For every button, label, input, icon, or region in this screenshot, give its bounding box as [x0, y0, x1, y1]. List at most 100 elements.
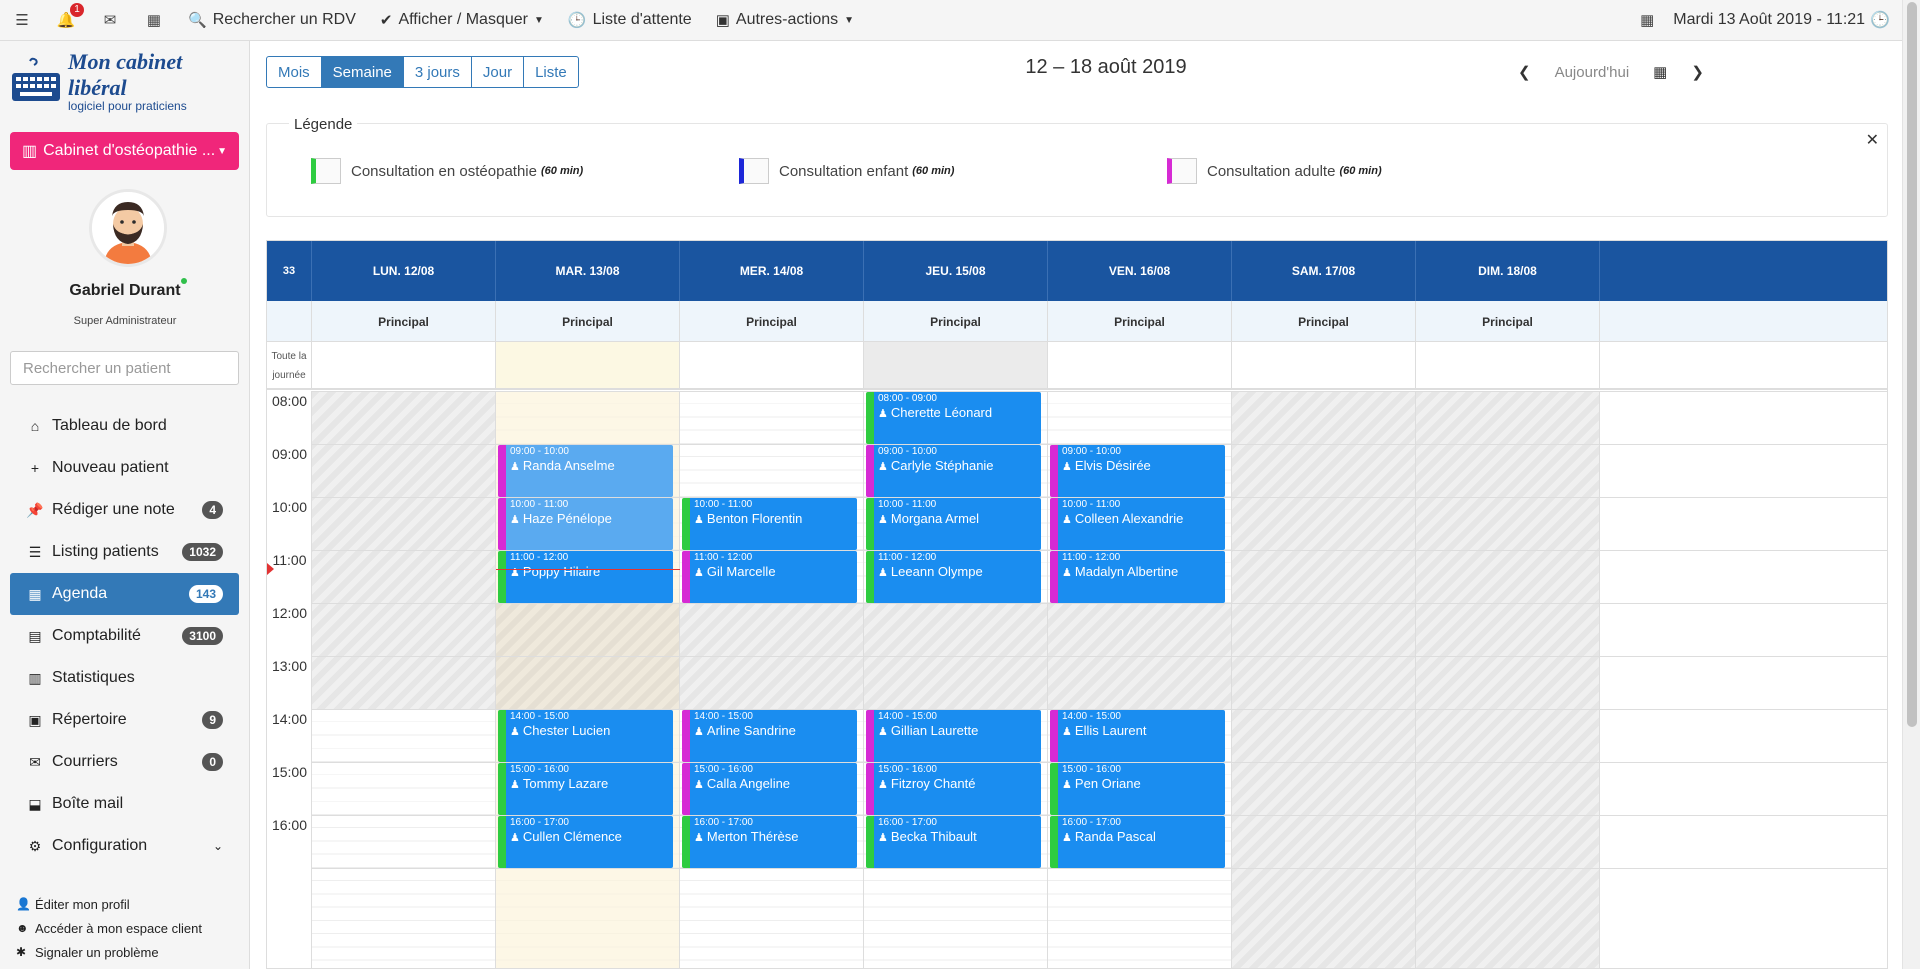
- page-scrollbar[interactable]: [1902, 0, 1920, 969]
- appointment-event[interactable]: 16:00 - 17:00 ♟ Becka Thibault: [866, 816, 1041, 868]
- appointment-event[interactable]: 09:00 - 10:00 ♟ Carlyle Stéphanie: [866, 445, 1041, 497]
- sidebar-item-configuration[interactable]: ⚙ Configuration ⌄: [10, 825, 239, 867]
- person-icon: ♟: [510, 726, 523, 738]
- view-button-semaine[interactable]: Semaine: [320, 56, 404, 88]
- appointment-event[interactable]: 14:00 - 15:00 ♟ Ellis Laurent: [1050, 710, 1225, 762]
- sidebar-item-bo-te-mail[interactable]: ⬓ Boîte mail: [10, 783, 239, 825]
- appointment-event[interactable]: 15:00 - 16:00 ♟ Pen Oriane: [1050, 763, 1225, 815]
- view-button-liste[interactable]: Liste: [523, 56, 579, 88]
- menu-toggle-button[interactable]: ☰: [0, 0, 44, 41]
- waitlist-button[interactable]: 🕒 Liste d'attente: [556, 0, 704, 41]
- today-button[interactable]: Aujourd'hui: [1554, 63, 1630, 81]
- day-header[interactable]: LUN. 12/08: [312, 241, 496, 301]
- envelope-icon: ✉: [29, 753, 41, 770]
- appointment-event[interactable]: 15:00 - 16:00 ♟ Tommy Lazare: [498, 763, 673, 815]
- view-button-jour[interactable]: Jour: [470, 56, 525, 88]
- appointment-event[interactable]: 11:00 - 12:00 ♟ Leeann Olympe: [866, 551, 1041, 603]
- appointment-event[interactable]: 09:00 - 10:00 ♟ Elvis Désirée: [1050, 445, 1225, 497]
- notifications-button[interactable]: 🔔 1: [44, 0, 88, 41]
- other-actions-label: Autres-actions: [735, 11, 839, 28]
- sidebar-item-nouveau-patient[interactable]: + Nouveau patient: [10, 447, 239, 489]
- all-day-cell[interactable]: [1232, 342, 1416, 388]
- messages-button[interactable]: ✉: [88, 0, 132, 41]
- all-day-cell[interactable]: [1416, 342, 1600, 388]
- appointment-event[interactable]: 11:00 - 12:00 ♟ Madalyn Albertine: [1050, 551, 1225, 603]
- event-time: 15:00 - 16:00: [510, 764, 569, 775]
- appointment-event[interactable]: 10:00 - 11:00 ♟ Haze Pénélope: [498, 498, 673, 550]
- appointment-event[interactable]: 14:00 - 15:00 ♟ Gillian Laurette: [866, 710, 1041, 762]
- sidebar-item-listing-patients[interactable]: ☰ Listing patients 1032: [10, 531, 239, 573]
- appointment-event[interactable]: 10:00 - 11:00 ♟ Morgana Armel: [866, 498, 1041, 550]
- keyboard-logo-icon: [10, 57, 62, 105]
- time-grid: 08:00 09:00 10:00 11:00 12:00 13:00 14:00 15:00…: [267, 391, 1887, 968]
- day-header[interactable]: MAR. 13/08: [496, 241, 680, 301]
- day-column[interactable]: [1416, 391, 1600, 968]
- event-time: 09:00 - 10:00: [878, 446, 937, 457]
- appointment-event[interactable]: 10:00 - 11:00 ♟ Benton Florentin: [682, 498, 857, 550]
- event-time: 11:00 - 12:00: [510, 552, 569, 563]
- day-header[interactable]: DIM. 18/08: [1416, 241, 1600, 301]
- logo[interactable]: Mon cabinet libéral logiciel pour pratic…: [10, 49, 240, 113]
- sidebar-item-r-diger-une-note[interactable]: 📌 Rédiger une note 4: [10, 489, 239, 531]
- day-header[interactable]: SAM. 17/08: [1232, 241, 1416, 301]
- all-day-cell[interactable]: [864, 342, 1048, 388]
- date-picker-button[interactable]: ▦: [1653, 64, 1668, 81]
- count-badge: 4: [202, 501, 223, 519]
- event-patient-name: ♟ Cherette Léonard: [878, 405, 1041, 422]
- sidebar-item-tableau-de-bord[interactable]: ⌂ Tableau de bord: [10, 405, 239, 447]
- calculator-icon: ▤: [28, 627, 42, 644]
- appointment-event[interactable]: 14:00 - 15:00 ♟ Arline Sandrine: [682, 710, 857, 762]
- appointment-event[interactable]: 09:00 - 10:00 ♟ Randa Anselme: [498, 445, 673, 497]
- avatar[interactable]: [89, 189, 167, 267]
- appointment-event[interactable]: 15:00 - 16:00 ♟ Fitzroy Chanté: [866, 763, 1041, 815]
- appointment-event[interactable]: 10:00 - 11:00 ♟ Colleen Alexandrie: [1050, 498, 1225, 550]
- day-column[interactable]: [680, 391, 864, 968]
- next-week-button[interactable]: ❯: [1691, 64, 1704, 81]
- event-time: 14:00 - 15:00: [694, 711, 753, 722]
- all-day-cell[interactable]: [680, 342, 864, 388]
- day-column[interactable]: [312, 391, 496, 968]
- day-header[interactable]: VEN. 16/08: [1048, 241, 1232, 301]
- event-patient-name: ♟ Morgana Armel: [878, 511, 1041, 528]
- footer-link[interactable]: 👤 Éditer mon profil: [16, 892, 246, 916]
- sidebar-item-comptabilit-[interactable]: ▤ Comptabilité 3100: [10, 615, 239, 657]
- prev-week-button[interactable]: ❮: [1518, 64, 1531, 81]
- appointment-event[interactable]: 14:00 - 15:00 ♟ Chester Lucien: [498, 710, 673, 762]
- user-name[interactable]: Gabriel Durant: [69, 282, 181, 299]
- person-icon: ♟: [510, 461, 523, 473]
- view-button-3-jours[interactable]: 3 jours: [402, 56, 472, 88]
- scrollbar-thumb[interactable]: [1907, 2, 1917, 727]
- appointment-event[interactable]: 16:00 - 17:00 ♟ Merton Thérèse: [682, 816, 857, 868]
- footer-link-label: Signaler un problème: [35, 944, 159, 960]
- calendar-shortcut-button[interactable]: ▦: [132, 0, 176, 41]
- appointment-event[interactable]: 08:00 - 09:00 ♟ Cherette Léonard: [866, 392, 1041, 444]
- day-header[interactable]: JEU. 15/08: [864, 241, 1048, 301]
- patient-name: Merton Thérèse: [706, 829, 799, 844]
- appointment-event[interactable]: 15:00 - 16:00 ♟ Calla Angeline: [682, 763, 857, 815]
- sidebar-item-agenda[interactable]: ▦ Agenda 143: [10, 573, 239, 615]
- cabinet-selector-button[interactable]: ▥ Cabinet d'ostéopathie ... ▼: [10, 132, 239, 170]
- footer-link[interactable]: ✱ Signaler un problème: [16, 940, 246, 964]
- all-day-cell[interactable]: [312, 342, 496, 388]
- show-hide-dropdown[interactable]: ✔ Afficher / Masquer ▼: [368, 0, 556, 41]
- sidebar-item-r-pertoire[interactable]: ▣ Répertoire 9: [10, 699, 239, 741]
- all-day-cell[interactable]: [496, 342, 680, 388]
- view-button-mois[interactable]: Mois: [266, 56, 322, 88]
- appointment-event[interactable]: 11:00 - 12:00 ♟ Gil Marcelle: [682, 551, 857, 603]
- legend-close-icon[interactable]: ✕: [1865, 132, 1879, 149]
- search-rdv-button[interactable]: 🔍 Rechercher un RDV: [176, 0, 368, 41]
- all-day-cell[interactable]: [1048, 342, 1232, 388]
- day-column[interactable]: [1232, 391, 1416, 968]
- appointment-event[interactable]: 16:00 - 17:00 ♟ Cullen Clémence: [498, 816, 673, 868]
- patient-name: Gil Marcelle: [706, 564, 776, 579]
- day-header[interactable]: MER. 14/08: [680, 241, 864, 301]
- appointment-event[interactable]: 11:00 - 12:00 ♟ Poppy Hilaire: [498, 551, 673, 603]
- sidebar-item-statistiques[interactable]: ▥ Statistiques: [10, 657, 239, 699]
- sidebar-item-courriers[interactable]: ✉ Courriers 0: [10, 741, 239, 783]
- current-date-icon-button[interactable]: ▦: [1625, 0, 1669, 41]
- all-day-label: Toute la journée: [271, 351, 307, 381]
- footer-link[interactable]: ☻ Accéder à mon espace client: [16, 916, 246, 940]
- patient-search-input[interactable]: [10, 351, 239, 385]
- appointment-event[interactable]: 16:00 - 17:00 ♟ Randa Pascal: [1050, 816, 1225, 868]
- other-actions-dropdown[interactable]: ▣ Autres-actions ▼: [704, 0, 866, 41]
